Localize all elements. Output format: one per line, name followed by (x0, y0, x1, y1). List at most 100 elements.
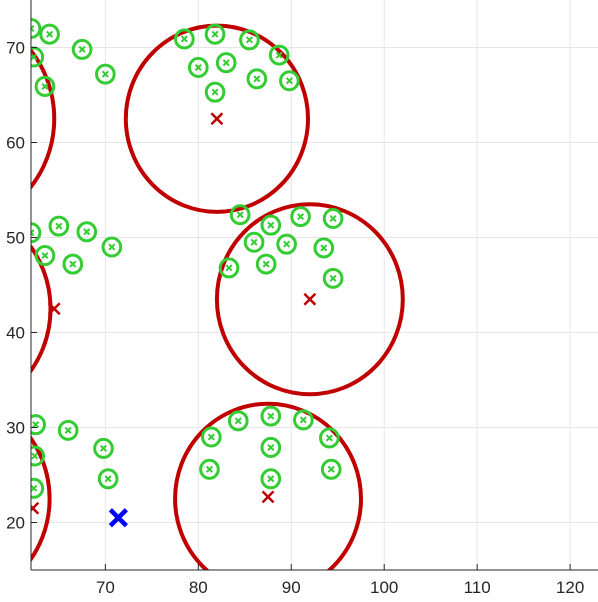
green-ring-point (95, 63, 116, 85)
green-ring-point (276, 233, 297, 255)
green-cross-point (283, 240, 291, 248)
green-ring-point (255, 253, 277, 275)
region-circle (31, 243, 53, 374)
y-tick-label: 30 (6, 419, 25, 438)
green-ring-point (218, 257, 240, 279)
x-tick-label: 80 (189, 578, 208, 597)
green-ring-point (71, 38, 93, 60)
green-cross-point (31, 452, 39, 460)
region-circle (173, 401, 363, 570)
green-cross-point (327, 465, 335, 473)
circle-center-marker (31, 501, 40, 515)
green-cross-point (41, 82, 49, 90)
green-cross-point (205, 465, 213, 473)
green-cross-point (104, 475, 112, 483)
green-ring-point (215, 52, 237, 74)
green-cross-point (245, 36, 253, 44)
green-ring-point (57, 419, 79, 441)
green-cross-point (222, 59, 230, 67)
blue-x-marker (108, 508, 128, 528)
green-ring-point (243, 231, 265, 253)
green-ring-point (34, 245, 56, 267)
green-cross-point (207, 433, 215, 441)
green-cross-point (69, 260, 77, 268)
green-cross-point (99, 444, 108, 452)
green-ring-point (93, 437, 114, 459)
green-cross-point (32, 421, 40, 429)
green-ring-point (204, 23, 226, 45)
green-ring-point (313, 237, 335, 259)
green-cross-point (46, 30, 54, 38)
green-ring-point (290, 206, 311, 228)
green-ring-point (322, 207, 344, 230)
green-ring-point (246, 68, 268, 90)
axes: 70 80 90 100 110 120 20 30 40 50 60 70 (6, 0, 598, 597)
green-cross-point (64, 426, 72, 434)
green-ring-point (260, 468, 282, 490)
green-cross-point (275, 51, 283, 59)
green-cross-point (78, 45, 86, 53)
green-ring-point (204, 81, 226, 103)
y-tick-label: 40 (6, 324, 25, 343)
green-ring-point (279, 70, 300, 92)
x-tick-label: 70 (96, 578, 115, 597)
green-cross-point (31, 24, 35, 33)
green-cross-point (108, 243, 116, 251)
x-tick-label: 110 (464, 578, 491, 597)
green-cross-point (267, 475, 275, 483)
green-cross-point (325, 434, 333, 442)
green-cross-point (297, 213, 305, 221)
y-tick-label: 20 (6, 514, 25, 533)
green-ring-point (320, 458, 342, 480)
green-cross-point (55, 222, 63, 230)
circle-center-marker (303, 292, 317, 306)
green-ring-point (229, 204, 251, 226)
green-ring-point (199, 458, 220, 480)
y-tick-label: 70 (6, 39, 25, 58)
green-cross-point (267, 412, 275, 420)
green-cross-point (267, 443, 275, 451)
green-ring-point (101, 236, 123, 258)
green-ring-point (174, 28, 195, 50)
green-cross-point (285, 77, 293, 85)
circle-center-marker (210, 112, 224, 126)
green-cross-point (194, 63, 202, 71)
green-cross-point (225, 264, 233, 272)
green-cross-point (31, 229, 35, 237)
green-ring-point (200, 426, 222, 448)
green-ring-point (260, 214, 282, 236)
green-ring-point (227, 410, 249, 432)
green-ring-point (62, 253, 84, 275)
green-ring-point (39, 23, 60, 45)
y-tick-label: 50 (6, 229, 25, 248)
plot-area (31, 0, 598, 570)
green-ring-point (31, 17, 42, 40)
region-circle (31, 47, 57, 190)
region-circle (31, 435, 52, 563)
green-ring-point (48, 215, 70, 237)
circle-center-marker (47, 302, 61, 316)
green-ring-point (260, 436, 282, 458)
green-ring-point (97, 468, 119, 490)
green-ring-point (319, 427, 340, 449)
green-cross-point (250, 238, 258, 246)
y-tick-label: 60 (6, 134, 25, 153)
green-cross-point (211, 88, 219, 96)
green-cross-point (180, 35, 188, 43)
green-ring-point (76, 221, 98, 243)
green-ring-point (293, 409, 314, 431)
green-cross-point (101, 70, 109, 78)
x-tick-label: 100 (370, 578, 398, 597)
green-cross-point (253, 75, 261, 83)
green-cross-point (329, 274, 337, 282)
green-cross-point (267, 221, 275, 229)
green-cross-point (320, 244, 328, 252)
green-cross-point (236, 211, 244, 219)
green-cross-point (31, 484, 38, 492)
green-ring-point (31, 445, 46, 467)
circle-center-marker (261, 490, 275, 504)
green-ring-point (34, 75, 56, 97)
green-cross-point (83, 228, 91, 236)
green-cross-point (299, 416, 307, 424)
